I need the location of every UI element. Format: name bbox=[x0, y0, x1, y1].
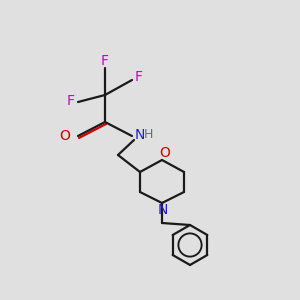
Text: F: F bbox=[135, 70, 143, 84]
Text: N: N bbox=[135, 128, 146, 142]
Text: O: O bbox=[160, 146, 170, 160]
Text: F: F bbox=[67, 94, 75, 108]
Text: F: F bbox=[101, 54, 109, 68]
Text: H: H bbox=[144, 128, 153, 140]
Text: O: O bbox=[59, 129, 70, 143]
Text: N: N bbox=[158, 203, 168, 217]
